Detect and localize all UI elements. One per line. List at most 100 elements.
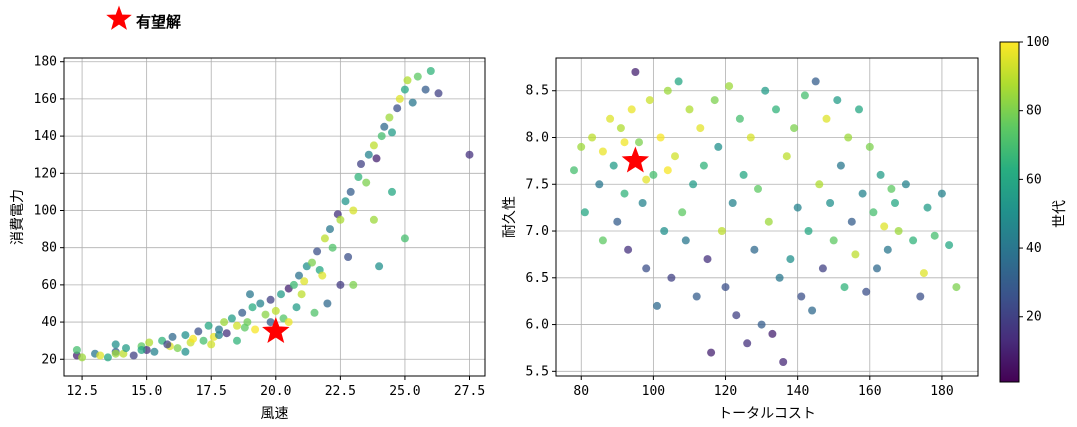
data-point	[754, 184, 762, 193]
data-point	[624, 245, 633, 254]
y-tick-label: 7.5	[526, 177, 549, 192]
x-tick-label: 120	[714, 384, 737, 399]
data-point	[297, 290, 306, 299]
data-point	[349, 206, 358, 215]
data-point	[855, 105, 863, 114]
x-axis-label: トータルコスト	[718, 406, 816, 422]
data-point	[326, 225, 334, 234]
data-point	[829, 236, 838, 245]
data-point	[570, 166, 578, 175]
y-axis-label: 消費電力	[10, 189, 26, 245]
plot-frame	[63, 57, 486, 377]
data-point	[222, 329, 231, 338]
data-point	[815, 180, 824, 189]
data-point	[710, 96, 719, 105]
data-point	[227, 314, 236, 323]
data-point	[779, 358, 788, 366]
x-tick-label: 140	[786, 384, 809, 399]
data-point	[189, 334, 198, 343]
data-point	[642, 175, 651, 184]
data-point	[385, 113, 394, 122]
y-tick-label: 160	[34, 92, 57, 107]
data-point	[642, 264, 651, 273]
data-point	[663, 166, 672, 175]
data-point	[588, 133, 597, 142]
data-point	[251, 325, 260, 334]
data-point	[163, 340, 172, 349]
data-point	[645, 96, 654, 105]
data-point	[930, 231, 939, 240]
data-point	[284, 318, 293, 327]
data-point	[649, 170, 658, 179]
legend-label: 有望解	[136, 13, 181, 31]
data-point	[768, 329, 777, 338]
data-point	[696, 124, 705, 133]
data-point	[836, 161, 845, 170]
data-point	[840, 283, 849, 292]
x-axis-label: 風速	[261, 406, 289, 422]
data-point	[220, 318, 229, 327]
data-point	[613, 217, 622, 226]
data-point	[122, 344, 130, 353]
colorbar-tick-label: 40	[1026, 241, 1042, 256]
data-point	[891, 199, 899, 207]
data-point	[909, 236, 918, 245]
data-point	[173, 344, 182, 353]
data-point	[362, 178, 371, 187]
data-point	[725, 82, 734, 91]
y-tick-label: 140	[34, 129, 57, 144]
data-point	[667, 273, 676, 282]
data-point	[663, 86, 672, 95]
data-point	[336, 215, 345, 224]
data-point	[426, 67, 435, 75]
data-point	[403, 76, 412, 85]
data-point	[631, 68, 640, 76]
data-point	[609, 161, 618, 170]
data-point	[96, 351, 105, 360]
data-point	[638, 199, 647, 207]
data-point	[408, 98, 417, 107]
colorbar-tick-label: 80	[1026, 104, 1042, 119]
colorbar-gradient	[999, 41, 1020, 383]
data-point	[923, 203, 932, 212]
data-point	[261, 310, 270, 319]
data-point	[199, 336, 208, 345]
data-point	[916, 292, 925, 301]
data-point	[393, 104, 402, 113]
data-point	[746, 133, 755, 142]
y-tick-label: 40	[41, 315, 57, 330]
data-point	[851, 250, 860, 259]
data-point	[248, 303, 257, 312]
data-point	[295, 271, 303, 280]
data-point	[300, 277, 309, 286]
x-tick-label: 15.0	[131, 384, 162, 399]
x-tick-label: 160	[858, 384, 881, 399]
data-point	[660, 227, 669, 235]
data-point	[757, 320, 766, 329]
data-point	[728, 199, 737, 207]
data-point	[873, 264, 881, 273]
data-point	[256, 299, 265, 308]
data-point	[204, 321, 213, 330]
data-point	[800, 91, 809, 100]
data-point	[674, 77, 683, 86]
data-point	[421, 85, 430, 94]
y-tick-label: 20	[41, 352, 57, 367]
data-point	[844, 133, 853, 142]
data-point	[377, 132, 386, 141]
data-point	[761, 86, 770, 95]
data-point	[894, 227, 903, 235]
x-tick-label: 12.5	[66, 384, 97, 399]
data-point	[72, 346, 81, 354]
data-point	[653, 301, 661, 310]
data-point	[313, 247, 322, 256]
data-point	[129, 351, 138, 360]
data-point	[369, 215, 378, 224]
data-point	[266, 295, 275, 304]
data-point	[346, 187, 355, 196]
data-point	[111, 340, 120, 349]
data-point	[685, 105, 694, 114]
data-point	[862, 287, 871, 296]
data-point	[289, 280, 298, 289]
